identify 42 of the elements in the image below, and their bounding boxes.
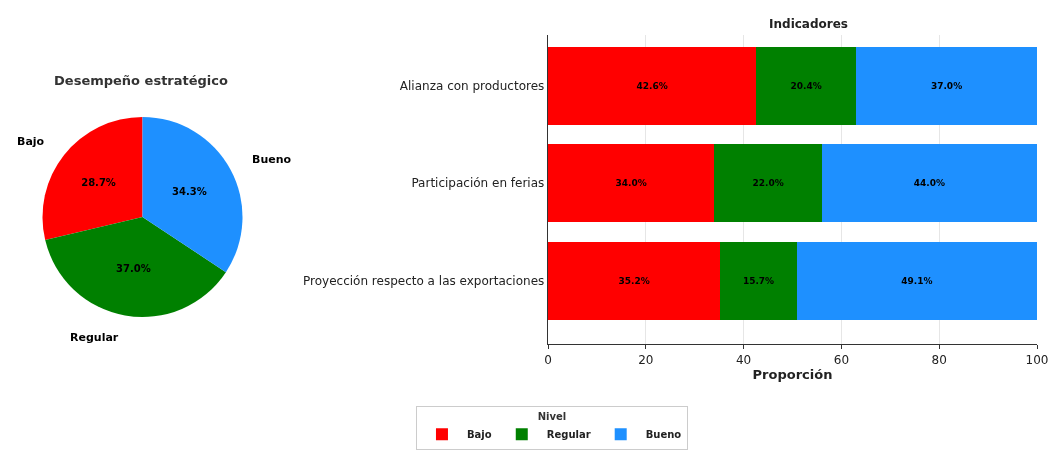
x-tick-label: 60 [833,352,850,367]
bar [856,46,1037,125]
x-axis-title: Proporción [752,367,833,383]
data-label: 34.0% [615,178,647,189]
x-tick-label: 100 [1025,352,1049,367]
bar [720,241,797,320]
y-tick-label: Proyección respecto a las exportaciones [303,273,545,288]
data-label: 15.7% [742,275,775,286]
data-label: 34.3% [171,186,207,198]
slice-label: Regular [70,331,119,344]
bar [756,46,857,125]
bar [548,241,721,320]
x-tick-label: 20 [638,352,654,367]
data-label: 28.7% [81,176,116,188]
bar [796,241,1037,320]
data-label: 35.2% [618,275,650,286]
chart-title: Desempeño estratégico [54,72,229,88]
x-tick-label: 0 [544,352,552,367]
slice-label: Bueno [252,153,292,166]
bar [821,144,1037,223]
legend-label: Bueno [645,429,682,441]
data-label: 44.0% [913,178,946,189]
x-tick-label: 40 [735,352,752,367]
data-label: 20.4% [790,80,822,91]
bar [548,46,757,125]
y-tick-label: Alianza con productores [399,78,545,93]
legend-label: Bajo [466,429,492,441]
pie-slice [45,217,226,317]
y-tick-label: Participación en ferias [411,176,545,191]
chart-title: Indicadores [769,17,849,32]
data-label: 22.0% [752,178,784,189]
bar [714,144,822,223]
bar [548,144,715,223]
slice-label: Bajo [17,135,45,148]
x-tick-label: 80 [931,352,947,367]
data-label: 37.0% [116,262,151,274]
legend-label: Regular [546,429,591,441]
data-label: 49.1% [901,275,933,286]
data-label: 37.0% [930,80,963,91]
legend-title: Nivel [537,410,567,422]
data-label: 42.6% [636,80,668,91]
pie-slice [42,117,143,241]
